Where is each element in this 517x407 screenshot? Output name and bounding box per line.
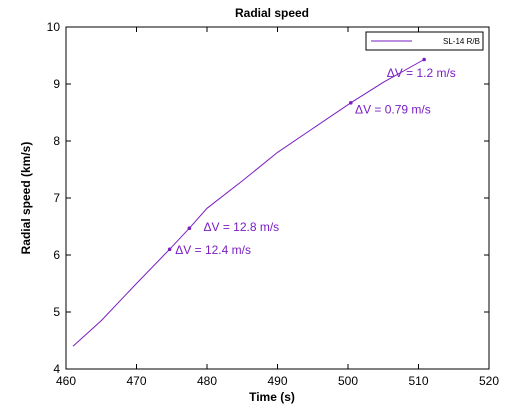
y-tick-label: 6 <box>53 248 60 262</box>
legend-box <box>365 31 484 51</box>
y-tick-label: 9 <box>53 77 60 91</box>
delta-v-annotation: ΔV = 12.8 m/s <box>203 220 279 234</box>
plot-area <box>65 26 490 370</box>
legend: SL-14 R/B <box>365 31 484 51</box>
x-axis: 460 470 480 490 500 510 520 <box>56 27 499 388</box>
x-tick-label: 500 <box>338 374 358 388</box>
x-tick-label: 470 <box>126 374 146 388</box>
legend-label: SL-14 R/B <box>443 37 480 46</box>
y-tick-label: 10 <box>47 20 61 34</box>
delta-v-annotation: ΔV = 0.79 m/s <box>355 103 431 117</box>
chart-title: Radial speed <box>235 6 309 20</box>
x-tick-label: 490 <box>267 374 287 388</box>
x-tick-label: 460 <box>56 374 76 388</box>
data-marker <box>422 57 426 62</box>
x-tick-label: 510 <box>408 374 428 388</box>
series-layer <box>72 57 426 347</box>
annotation-layer: ΔV = 12.4 m/s ΔV = 12.8 m/s ΔV = 0.79 m/s Δ… <box>175 66 456 257</box>
y-axis-label: Radial speed (km/s) <box>19 142 33 255</box>
delta-v-annotation: ΔV = 12.4 m/s <box>175 243 251 257</box>
delta-v-annotation: ΔV = 1.2 m/s <box>387 66 456 80</box>
y-axis: 4 5 6 7 8 9 10 <box>47 20 489 376</box>
data-marker <box>349 101 353 105</box>
x-tick-label: 480 <box>197 374 217 388</box>
y-tick-label: 4 <box>53 362 60 376</box>
y-tick-label: 5 <box>53 305 60 319</box>
y-tick-label: 8 <box>53 134 60 148</box>
series-line <box>72 59 425 347</box>
y-tick-label: 7 <box>53 191 60 205</box>
data-marker <box>167 247 172 252</box>
x-axis-label: Time (s) <box>249 390 295 404</box>
x-tick-label: 520 <box>479 374 499 388</box>
data-marker <box>187 226 192 231</box>
